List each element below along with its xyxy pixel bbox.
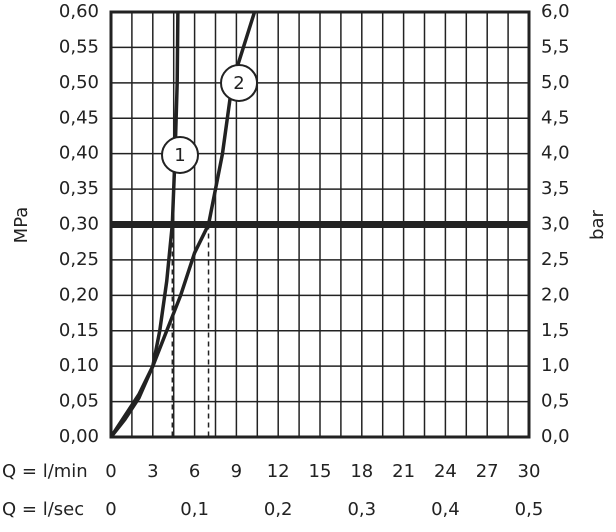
series-badge (220, 64, 258, 102)
y-tick-label: 0,50 (59, 72, 99, 93)
x2-tick-label: 0,4 (431, 499, 460, 520)
series-label: 1 (174, 145, 185, 166)
x-tick-label: 30 (518, 461, 541, 482)
series-badge (161, 136, 199, 174)
x-tick-label: 15 (309, 461, 332, 482)
x-tick-label: 3 (147, 461, 158, 482)
x-tick-label: 27 (476, 461, 499, 482)
x-tick-label: 12 (267, 461, 290, 482)
y-tick-label: 0,30 (59, 214, 99, 235)
y2-tick-label: 0,5 (541, 391, 570, 412)
x-tick-label: 18 (350, 461, 373, 482)
y-tick-label: 0,00 (59, 426, 99, 447)
x2-tick-label: 0,1 (180, 499, 209, 520)
y2-tick-label: 2,5 (541, 249, 570, 270)
x2-tick-label: 0,3 (347, 499, 376, 520)
x-tick-label: 9 (231, 461, 242, 482)
x-tick-label: 21 (392, 461, 415, 482)
y-axis-label: MPa (11, 207, 32, 244)
x-tick-label: 24 (434, 461, 457, 482)
y2-tick-label: 2,0 (541, 284, 570, 305)
y-tick-label: 0,20 (59, 284, 99, 305)
y2-tick-label: 6,0 (541, 1, 570, 22)
y2-tick-label: 4,0 (541, 143, 570, 164)
y2-tick-label: 4,5 (541, 107, 570, 128)
y2-tick-label: 5,5 (541, 36, 570, 57)
x2-tick-label: 0,2 (264, 499, 293, 520)
y2-tick-label: 3,5 (541, 178, 570, 199)
x-tick-label: 6 (189, 461, 200, 482)
y-tick-label: 0,15 (59, 320, 99, 341)
y-tick-label: 0,40 (59, 143, 99, 164)
y-tick-label: 0,05 (59, 391, 99, 412)
x-axis-label: Q = l/min (2, 461, 88, 482)
line-series (109, 11, 180, 438)
y2-tick-label: 3,0 (541, 214, 570, 235)
y-tick-label: 0,35 (59, 178, 99, 199)
y-tick-label: 0,60 (59, 1, 99, 22)
y-tick-label: 0,25 (59, 249, 99, 270)
plot-frame (109, 10, 531, 439)
x-tick-label: 0 (105, 461, 116, 482)
x2-tick-label: 0 (105, 499, 116, 520)
y2-axis-label: bar (587, 209, 608, 239)
series-label: 2 (233, 73, 244, 94)
y-tick-label: 0,55 (59, 36, 99, 57)
y2-tick-label: 0,0 (541, 426, 570, 447)
y2-tick-label: 5,0 (541, 72, 570, 93)
line-series (109, 11, 257, 439)
y2-tick-label: 1,5 (541, 320, 570, 341)
y-tick-label: 0,10 (59, 355, 99, 376)
y-tick-label: 0,45 (59, 107, 99, 128)
x2-tick-label: 0,5 (515, 499, 544, 520)
x2-axis-label: Q = l/sec (2, 499, 84, 520)
y2-tick-label: 1,0 (541, 355, 570, 376)
